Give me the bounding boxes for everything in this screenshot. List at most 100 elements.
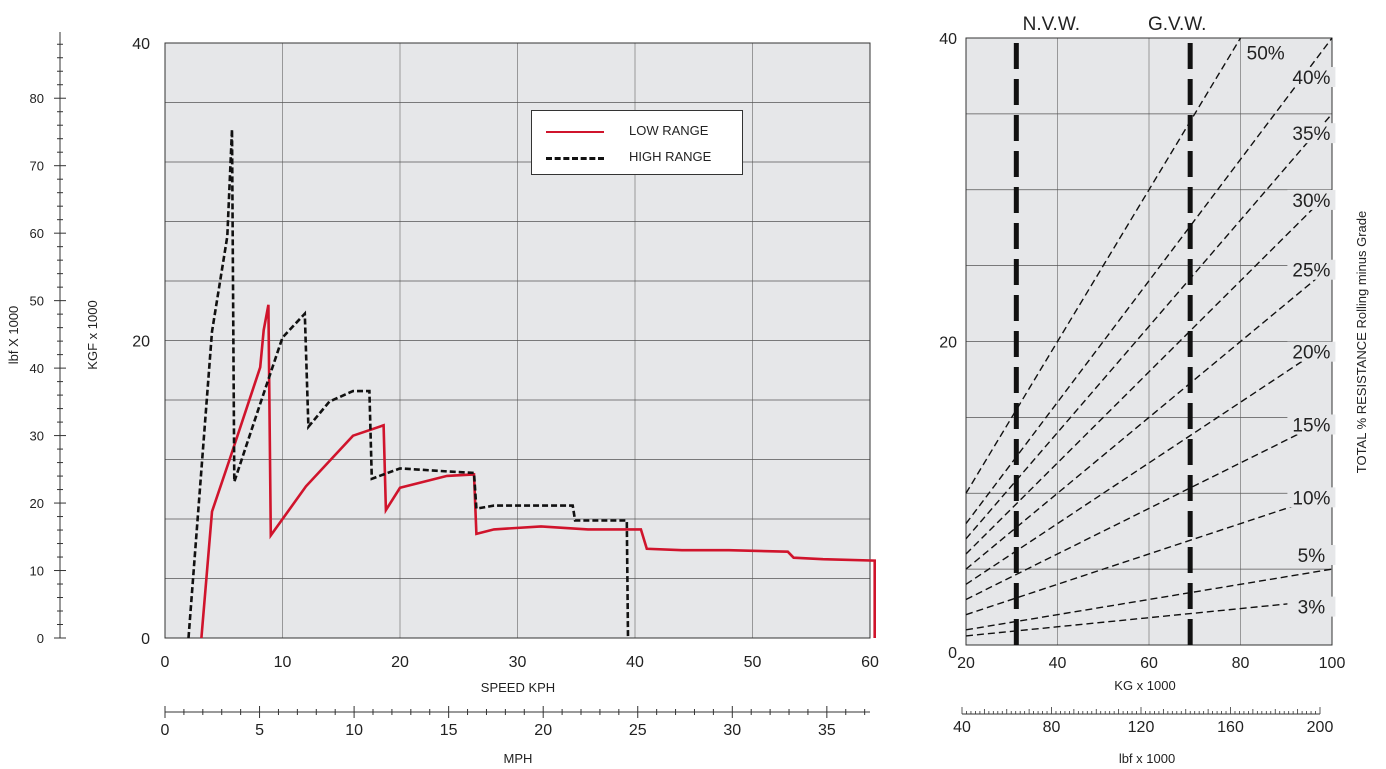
lbf-tick-label: 60 [30,226,44,241]
percent-label: 50% [1247,44,1285,65]
left-x-axis-label: SPEED KPH [481,680,555,695]
resistance-line-40pct [965,37,1333,525]
percent-label-bg [1287,123,1336,144]
legend-swatch-solid [546,131,604,133]
lbf-axis: 0 10 20 30 40 50 60 70 80 [30,32,66,646]
mph-tick-label: 10 [345,722,363,739]
left-x-tick-label: 60 [861,654,879,671]
mph-tick-label: 20 [534,722,552,739]
legend-label-low-range: LOW RANGE [629,123,709,138]
lbf-tick-label: 10 [30,564,44,579]
right-y-tick-label: 0 [948,645,957,662]
right-chart: N.V.W. G.V.W. 50% 40% 35% 30% 25% 20% 15% 10% 5% 3… [939,14,1369,766]
weight-markers: N.V.W. G.V.W. [1013,14,1206,645]
resistance-line-10pct [965,492,1333,616]
resistance-line-35pct [965,113,1333,540]
mph-axis-label: MPH [504,751,533,766]
percent-label-bg [1287,487,1336,508]
percent-labels: 50% 40% 35% 30% 25% 20% 15% 10% 5% 3% [1241,42,1336,619]
lbf-weight-tick-label: 160 [1217,719,1244,736]
percent-label-bg [1287,259,1336,280]
mph-tick-label: 5 [255,722,264,739]
resistance-line-15pct [965,416,1333,601]
percent-label: 30% [1292,191,1330,212]
lbf-weight-tick-label: 120 [1128,719,1155,736]
lbf-tick-label: 0 [37,631,44,646]
lbf-tick-label: 40 [30,361,44,376]
series-line-high-range [187,129,630,639]
right-y-tick-label: 20 [939,335,957,352]
resistance-lines [965,37,1333,637]
mph-tick-label: 15 [440,722,458,739]
lbf-tick-label: 20 [30,496,44,511]
percent-label-bg [1287,67,1336,88]
mph-tick-label: 30 [723,722,741,739]
mph-tick-label: 0 [161,722,170,739]
lbf-tick-label: 70 [30,159,44,174]
series-line-low-range [200,304,877,639]
lbf-weight-tick-label: 200 [1307,719,1334,736]
resistance-line-5pct [965,568,1333,631]
percent-label: 40% [1292,68,1330,89]
percent-label-bg [1287,545,1336,566]
percent-label-bg [1241,42,1290,63]
legend-item-high-range: HIGH RANGE [532,147,742,169]
lbf-weight-tick-label: 80 [1043,719,1061,736]
percent-label: 3% [1298,598,1326,619]
left-y-tick-label: 20 [132,334,150,351]
right-y-tick-labels: 0 20 40 [939,31,957,662]
lbf-tick-label: 50 [30,294,44,309]
left-x-tick-label: 50 [744,654,762,671]
lbf-weight-axis-label: lbf x 1000 [1119,751,1175,766]
resistance-line-3pct [965,598,1333,637]
resistance-line-50pct [965,37,1242,494]
resistance-line-20pct [965,340,1333,585]
lbf-tick-label: 30 [30,429,44,444]
legend-swatch-dashed [546,157,604,160]
legend: LOW RANGE HIGH RANGE [531,110,743,175]
legend-label-high-range: HIGH RANGE [629,149,712,164]
right-plot-border [965,37,1333,646]
percent-label: 35% [1292,124,1330,145]
left-y-tick-label: 40 [132,36,150,53]
mph-axis: 0 5 10 15 20 25 30 35 [161,706,870,739]
right-x-tick-labels: 20 40 60 80 100 [957,655,1345,672]
lbf-weight-axis: 40 80 120 160 200 [953,707,1333,736]
resistance-axis-label: TOTAL % RESISTANCE Rolling minus Grade [1354,211,1369,474]
left-x-tick-labels: 0 10 20 30 40 50 60 [161,654,879,671]
percent-label-bg [1287,189,1336,210]
lbf-weight-tick-label: 40 [953,719,971,736]
left-x-tick-label: 10 [274,654,292,671]
right-x-tick-label: 80 [1232,655,1250,672]
weight-marker-label: N.V.W. [1023,14,1080,35]
percent-label-bg [1287,414,1336,435]
kgf-axis-label: KGF x 1000 [85,300,100,369]
right-x-tick-label: 40 [1049,655,1067,672]
left-x-tick-label: 0 [161,654,170,671]
left-gridlines [165,43,870,638]
lbf-tick-label: 80 [30,91,44,106]
weight-marker-label: G.V.W. [1148,14,1206,35]
kg-axis-label: KG x 1000 [1114,678,1175,693]
right-y-tick-label: 40 [939,31,957,48]
legend-item-low-range: LOW RANGE [532,121,742,143]
left-x-tick-label: 40 [626,654,644,671]
right-x-tick-label: 100 [1319,655,1346,672]
resistance-line-25pct [965,265,1333,570]
left-y-tick-label: 0 [141,631,150,648]
left-x-tick-label: 20 [391,654,409,671]
percent-label: 20% [1292,343,1330,364]
left-chart: 0 10 20 30 40 50 60 0 20 40 SPEED KPH 0 5 10 15 20 25… [6,32,879,766]
percent-label: 25% [1292,261,1330,282]
percent-label: 10% [1292,488,1330,509]
right-x-tick-label: 20 [957,655,975,672]
percent-label-bg [1287,341,1336,362]
right-x-tick-label: 60 [1140,655,1158,672]
percent-label: 5% [1298,546,1326,567]
resistance-line-30pct [965,189,1333,555]
mph-tick-label: 35 [818,722,836,739]
percent-label-bg [1287,596,1336,617]
left-x-tick-label: 30 [509,654,527,671]
left-y-tick-labels: 0 20 40 [132,36,150,648]
